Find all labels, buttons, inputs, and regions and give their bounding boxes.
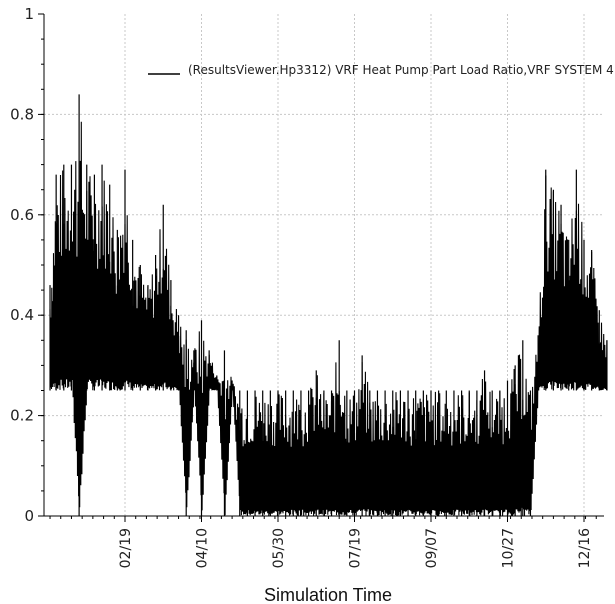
x-tick-label: 09/07 bbox=[424, 528, 440, 568]
y-tick-label: 0.2 bbox=[10, 407, 34, 425]
y-tick-label: 0.4 bbox=[10, 306, 34, 324]
x-tick-label: 10/27 bbox=[501, 528, 517, 568]
legend-label: (ResultsViewer.Hp3312) VRF Heat Pump Par… bbox=[188, 63, 614, 77]
x-tick-label: 12/16 bbox=[577, 528, 593, 568]
y-axis-ticks: 0 0.2 0.4 0.6 0.8 1 bbox=[10, 5, 44, 525]
y-tick-label: 0.8 bbox=[10, 105, 34, 123]
y-tick-label: 0 bbox=[24, 507, 34, 525]
x-tick-label: 04/10 bbox=[195, 528, 211, 568]
y-tick-label: 0.6 bbox=[10, 206, 34, 224]
series-plot bbox=[49, 94, 608, 517]
legend: (ResultsViewer.Hp3312) VRF Heat Pump Par… bbox=[148, 63, 614, 77]
x-axis-ticks: 02/19 04/10 05/30 07/19 09/07 10/27 12/16 bbox=[49, 516, 597, 568]
x-axis-title: Simulation Time bbox=[264, 585, 392, 604]
series-line bbox=[49, 121, 608, 517]
x-tick-label: 05/30 bbox=[271, 528, 287, 568]
y-tick-label: 1 bbox=[24, 5, 34, 23]
x-tick-label: 07/19 bbox=[348, 528, 364, 568]
x-tick-label: 02/19 bbox=[118, 528, 134, 568]
